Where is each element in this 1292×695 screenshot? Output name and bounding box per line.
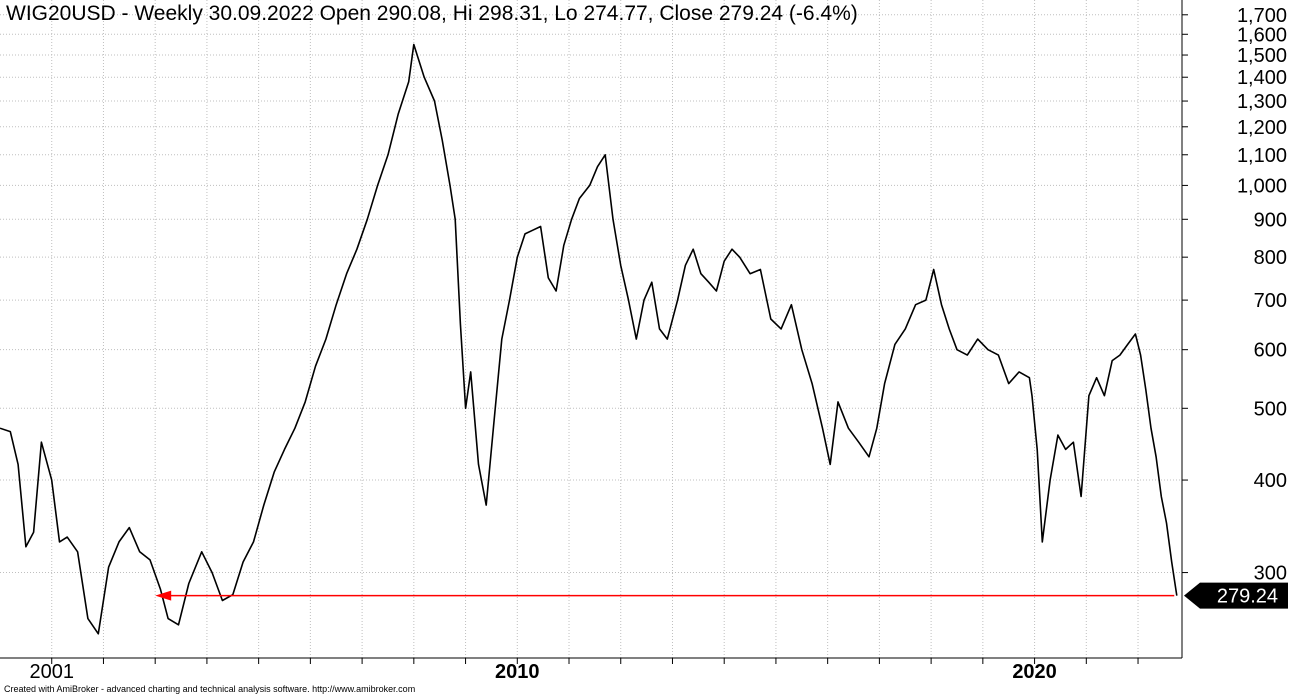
y-tick-label: 1,300 — [1237, 91, 1287, 113]
y-tick-label: 600 — [1254, 340, 1287, 362]
price-series-line — [0, 43, 1178, 635]
y-tick-label: 900 — [1254, 209, 1287, 231]
plot-area — [0, 43, 1178, 635]
y-tick-label: 1,200 — [1237, 117, 1287, 139]
last-price-tag — [1184, 582, 1288, 609]
chart-title: WIG20USD - Weekly 30.09.2022 Open 290.08… — [6, 2, 858, 25]
y-tick-label: 1,000 — [1237, 175, 1287, 197]
y-tick-label: 1,100 — [1237, 145, 1287, 167]
y-tick-label: 1,500 — [1237, 45, 1287, 67]
y-tick-label: 1,700 — [1237, 5, 1287, 27]
y-tick-label: 400 — [1254, 470, 1287, 492]
x-tick-label: 2010 — [495, 661, 540, 683]
software-credit: Created with AmiBroker - advanced charti… — [4, 684, 416, 694]
level-arrow-head — [155, 590, 172, 601]
y-tick-label: 300 — [1254, 563, 1287, 585]
x-tick-label: 2020 — [1012, 661, 1057, 683]
y-tick-label: 1,400 — [1237, 67, 1287, 89]
y-tick-label: 700 — [1254, 290, 1287, 312]
x-tick-label: 2001 — [29, 661, 74, 683]
y-tick-label: 500 — [1254, 398, 1287, 420]
x-axis: 2001 2010 2020 — [29, 658, 1139, 683]
y-tick-label: 1,600 — [1237, 24, 1287, 46]
grid-lines — [0, 0, 1182, 658]
y-axis: 300 400 500 600 700 800 900 1,000 1,100 1,200 1,30… — [1182, 5, 1287, 585]
annotations: 279.24 — [155, 582, 1288, 609]
last-price-label: 279.24 — [1217, 586, 1278, 608]
y-tick-label: 800 — [1254, 247, 1287, 269]
